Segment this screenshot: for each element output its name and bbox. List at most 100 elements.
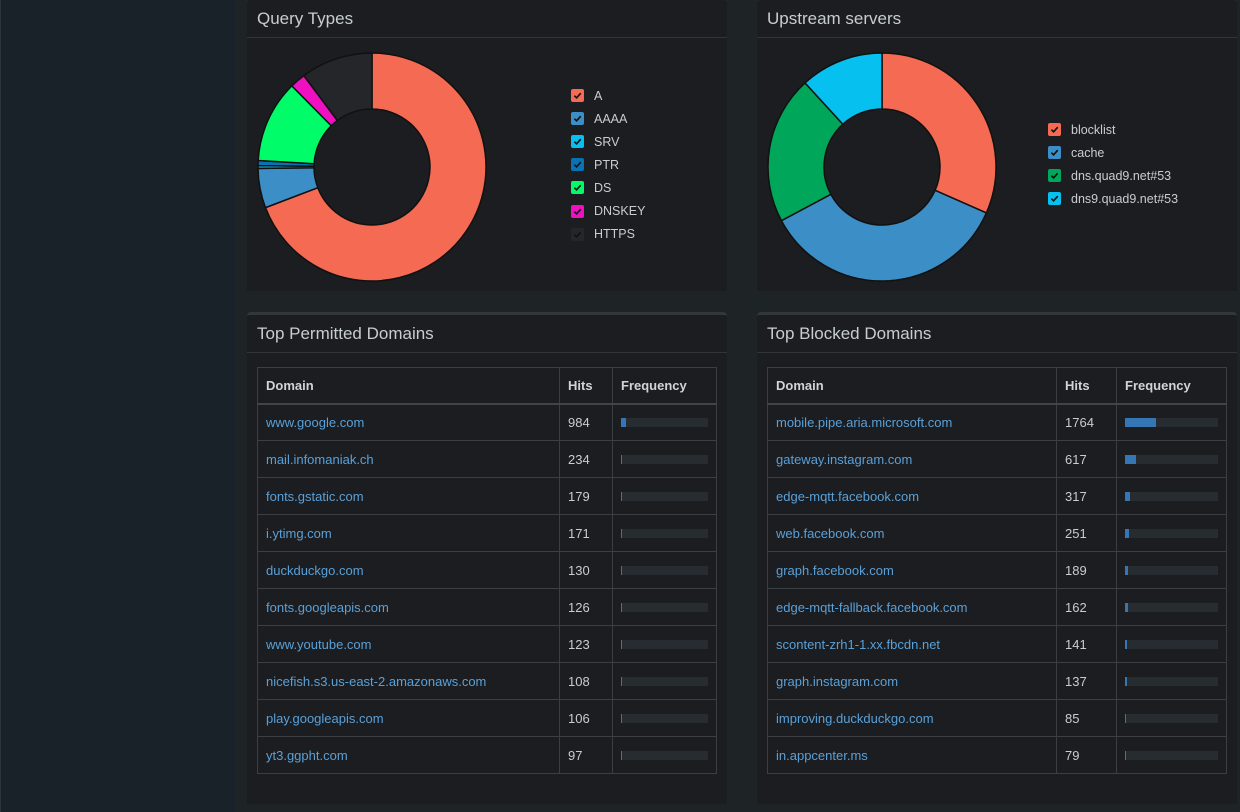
legend-item-dns-quad9-net-53[interactable]: dns.quad9.net#53 [1048, 164, 1178, 187]
check-icon[interactable] [571, 89, 584, 103]
table-row: web.facebook.com 251 [767, 514, 1227, 552]
check-icon[interactable] [571, 204, 584, 218]
legend-item-srv[interactable]: SRV [571, 130, 645, 153]
domain-link[interactable]: scontent-zrh1-1.xx.fbcdn.net [776, 636, 941, 652]
check-icon[interactable] [571, 135, 584, 149]
domain-link[interactable]: web.facebook.com [776, 525, 885, 541]
hits-cell: 106 [559, 699, 613, 737]
domain-link[interactable]: gateway.instagram.com [776, 451, 913, 467]
legend-item-ptr[interactable]: PTR [571, 153, 645, 176]
frequency-bar [1125, 528, 1218, 538]
domain-link[interactable]: www.youtube.com [266, 636, 372, 652]
domain-cell: nicefish.s3.us-east-2.amazonaws.com [257, 662, 560, 700]
frequency-bar [1125, 676, 1218, 686]
hits-cell: 171 [559, 514, 613, 552]
domain-link[interactable]: nicefish.s3.us-east-2.amazonaws.com [266, 673, 487, 689]
frequency-bar [621, 565, 708, 575]
slice-a[interactable] [264, 52, 487, 282]
panel-title: Upstream servers [757, 0, 1237, 38]
domain-link[interactable]: yt3.ggpht.com [266, 747, 348, 763]
domain-link[interactable]: i.ytimg.com [266, 525, 332, 541]
legend-item-cache[interactable]: cache [1048, 141, 1178, 164]
legend-item-dnskey[interactable]: DNSKEY [571, 199, 645, 222]
frequency-bar-fill [621, 417, 627, 427]
hits-cell: 79 [1056, 736, 1117, 774]
domain-link[interactable]: play.googleapis.com [266, 710, 384, 726]
column-header-frequency[interactable]: Frequency [1116, 367, 1227, 405]
column-header-hits[interactable]: Hits [1056, 367, 1117, 405]
frequency-cell [612, 477, 717, 515]
hits-cell: 137 [1056, 662, 1117, 700]
check-icon[interactable] [1048, 192, 1061, 206]
frequency-bar-fill [621, 713, 622, 723]
legend-item-a[interactable]: A [571, 84, 645, 107]
legend-label: DS [594, 180, 612, 195]
frequency-bar [1125, 565, 1218, 575]
check-icon[interactable] [571, 158, 584, 172]
check-icon[interactable] [1048, 169, 1061, 183]
hits-cell: 130 [559, 551, 613, 589]
table-row: edge-mqtt.facebook.com 317 [767, 477, 1227, 515]
domain-link[interactable]: mail.infomaniak.ch [266, 451, 374, 467]
frequency-bar-fill [1125, 602, 1128, 612]
check-icon[interactable] [1048, 146, 1061, 160]
legend-label: HTTPS [594, 227, 635, 242]
legend-item-dns9-quad9-net-53[interactable]: dns9.quad9.net#53 [1048, 187, 1178, 210]
sidebar [0, 0, 235, 812]
frequency-bar-fill [621, 491, 622, 501]
slice-blocklist[interactable] [881, 52, 997, 214]
legend-label: blocklist [1071, 122, 1116, 137]
panel-title: Top Blocked Domains [757, 315, 1237, 353]
slice-dns9-quad9-net-53[interactable] [803, 52, 883, 126]
frequency-bar-fill [1125, 565, 1129, 575]
slice-https[interactable] [302, 52, 373, 122]
domain-link[interactable]: fonts.gstatic.com [266, 488, 364, 504]
table-row: i.ytimg.com 171 [257, 514, 717, 552]
table-row: mail.infomaniak.ch 234 [257, 440, 717, 478]
domain-cell: duckduckgo.com [257, 551, 560, 589]
domain-link[interactable]: in.appcenter.ms [776, 747, 868, 763]
domain-link[interactable]: edge-mqtt-fallback.facebook.com [776, 599, 968, 615]
check-icon[interactable] [571, 181, 584, 195]
legend-item-blocklist[interactable]: blocklist [1048, 118, 1178, 141]
domain-link[interactable]: duckduckgo.com [266, 562, 364, 578]
table-row: improving.duckduckgo.com 85 [767, 699, 1227, 737]
panel-title: Query Types [247, 0, 727, 38]
frequency-cell [1116, 699, 1227, 737]
legend-label: dns.quad9.net#53 [1071, 168, 1172, 183]
domain-link[interactable]: graph.facebook.com [776, 562, 894, 578]
legend-item-https[interactable]: HTTPS [571, 223, 645, 246]
table-row: duckduckgo.com 130 [257, 551, 717, 589]
domain-link[interactable]: fonts.googleapis.com [266, 599, 389, 615]
legend-item-aaaa[interactable]: AAAA [571, 107, 645, 130]
table-row: edge-mqtt-fallback.facebook.com 162 [767, 588, 1227, 626]
table-row: play.googleapis.com 106 [257, 699, 717, 737]
domain-cell: fonts.googleapis.com [257, 588, 560, 626]
column-header-domain[interactable]: Domain [257, 367, 560, 405]
legend-label: DNSKEY [594, 204, 646, 219]
column-header-frequency[interactable]: Frequency [612, 367, 717, 405]
column-header-domain[interactable]: Domain [767, 367, 1057, 405]
domain-link[interactable]: edge-mqtt.facebook.com [776, 488, 920, 504]
check-icon[interactable] [571, 112, 584, 126]
frequency-bar-fill [1125, 639, 1128, 649]
table-row: www.google.com 984 [257, 403, 717, 441]
domain-link[interactable]: www.google.com [266, 414, 365, 430]
column-header-hits[interactable]: Hits [559, 367, 613, 405]
domain-link[interactable]: mobile.pipe.aria.microsoft.com [776, 414, 953, 430]
frequency-bar [1125, 417, 1218, 427]
hits-cell: 251 [1056, 514, 1117, 552]
top-permitted-domains-panel: Top Permitted Domains Domain Hits Freque… [247, 312, 727, 804]
frequency-bar-fill [1125, 528, 1130, 538]
slice-cache[interactable] [780, 189, 988, 282]
frequency-bar-fill [1125, 454, 1136, 464]
legend-item-ds[interactable]: DS [571, 176, 645, 199]
domain-cell: in.appcenter.ms [767, 736, 1057, 774]
check-icon[interactable] [1048, 123, 1061, 137]
check-icon[interactable] [571, 227, 584, 241]
frequency-cell [612, 403, 717, 441]
domain-link[interactable]: graph.instagram.com [776, 673, 899, 689]
legend-label: A [594, 88, 603, 103]
hits-cell: 317 [1056, 477, 1117, 515]
domain-link[interactable]: improving.duckduckgo.com [776, 710, 934, 726]
